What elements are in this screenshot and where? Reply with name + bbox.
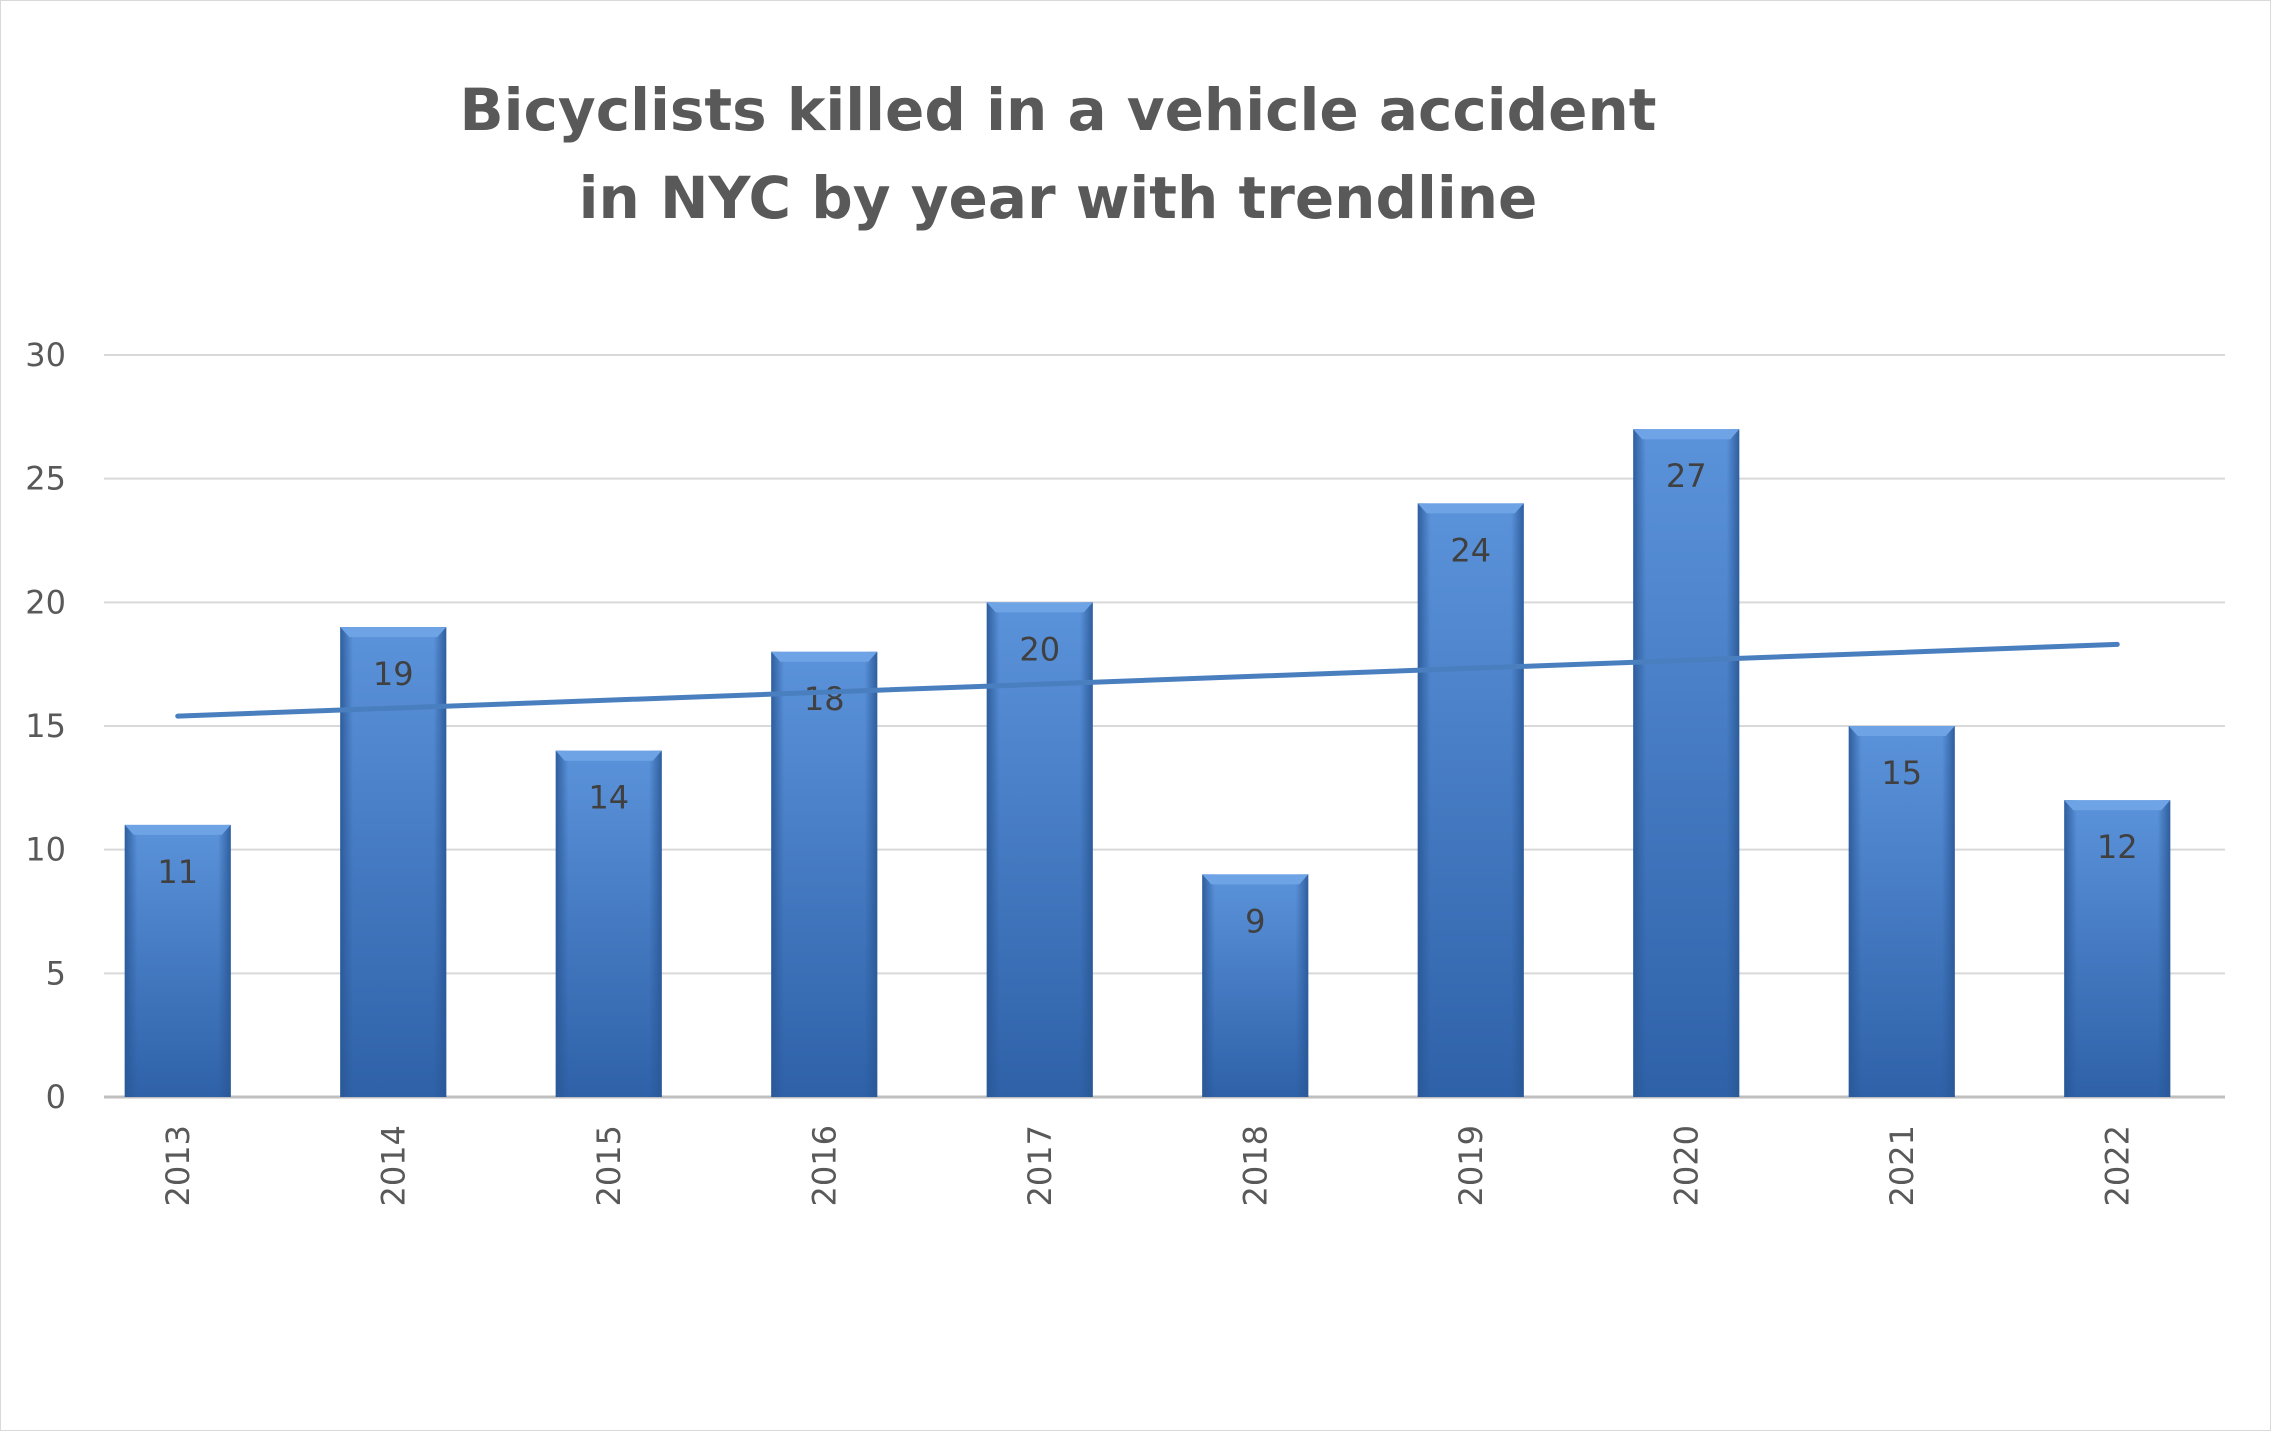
bar-bevel [771,651,878,1097]
bar-top-bevel [555,750,662,761]
x-tick-label-2016: 2016 [805,1125,843,1206]
bar-top-bevel [2064,800,2171,811]
bar-bevel [1417,503,1524,1097]
y-tick-label: 10 [25,831,66,869]
data-label-2022: 12 [2097,828,2138,866]
bar-2013 [124,824,231,1097]
x-tick-label-2015: 2015 [590,1125,628,1206]
y-axis: 0 5 10 15 20 25 30 [25,336,66,1116]
bar-bevel [555,750,662,1097]
bar-top-bevel [1202,874,1309,885]
bar-bevel [124,824,231,1097]
x-tick-label-2021: 2021 [1883,1125,1921,1206]
bar-2018 [1202,874,1309,1097]
x-tick-label-2017: 2017 [1021,1125,1059,1206]
bar-2021 [1848,726,1955,1097]
chart-title-line-2: in NYC by year with trendline [579,164,1538,232]
bar-2022 [2064,800,2171,1097]
bar-bevel [986,602,1093,1097]
data-label-2015: 14 [588,779,629,817]
bar-2017 [986,602,1093,1097]
x-tick-label-2022: 2022 [2098,1125,2136,1206]
bar-bevel [340,627,447,1097]
trendline-group [175,641,2120,719]
y-tick-label: 0 [46,1078,66,1116]
data-label-2021: 15 [1881,754,1922,792]
x-tick-label-2013: 2013 [159,1125,197,1206]
x-tick-label-2014: 2014 [374,1125,412,1206]
data-label-2017: 20 [1019,630,1060,668]
x-tick-label-2020: 2020 [1667,1125,1705,1206]
trendline [175,641,2120,719]
data-labels: 11 19 14 18 20 9 24 27 15 12 [157,457,2137,940]
chart-title: Bicyclists killed in a vehicle accident … [459,76,1656,232]
x-tick-label-2018: 2018 [1236,1125,1274,1206]
bar-bevel [2064,800,2171,1097]
bar-top-bevel [1848,726,1955,736]
bar-top-bevel [340,627,447,638]
bar-top-bevel [1633,429,1740,440]
data-label-2014: 19 [373,655,414,693]
data-label-2019: 24 [1450,531,1491,569]
bar-top-bevel [1417,503,1524,514]
y-tick-label: 5 [46,954,66,992]
bar-2014 [340,627,447,1097]
y-tick-label: 15 [25,707,66,745]
bar-2020 [1633,429,1740,1097]
bar-top-bevel [986,602,1093,613]
bar-bevel [1633,429,1740,1097]
bars [124,429,2171,1097]
data-label-2018: 9 [1245,902,1265,940]
data-label-2020: 27 [1666,457,1707,495]
x-tick-label-2019: 2019 [1452,1125,1490,1206]
bar-2019 [1417,503,1524,1097]
bar-2015 [555,750,662,1097]
x-axis: 2013 2014 2015 2016 2017 2018 2019 2020 2021 2022 [159,1125,2137,1206]
bar-top-bevel [124,824,231,835]
chart-title-line-1: Bicyclists killed in a vehicle accident [459,76,1656,144]
y-tick-label: 20 [25,583,66,621]
data-label-2013: 11 [157,853,198,891]
y-tick-label: 30 [25,336,66,374]
data-label-2016: 18 [804,680,845,718]
bar-bevel [1848,726,1955,1097]
bar-top-bevel [771,651,878,662]
bar-2016 [771,651,878,1097]
bar-bevel [1202,874,1309,1097]
y-tick-label: 25 [25,460,66,498]
